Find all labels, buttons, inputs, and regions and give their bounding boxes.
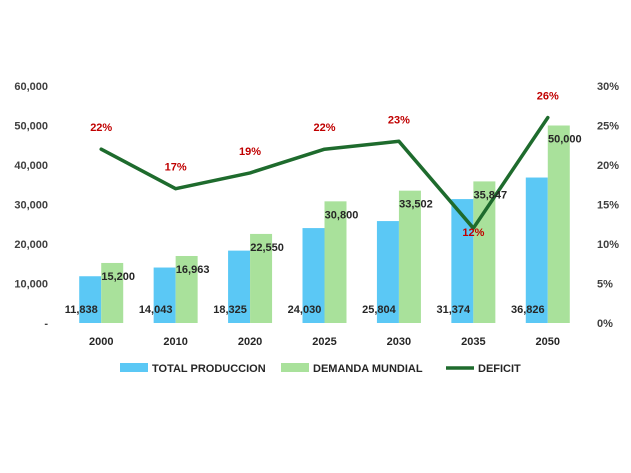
right-axis-tick-label: 30%: [597, 81, 619, 93]
right-axis-tick-label: 25%: [597, 121, 619, 133]
bars: [79, 125, 570, 323]
legend-label-demanda-mundial: DEMANDA MUNDIAL: [313, 363, 423, 375]
left-axis-tick-label: 60,000: [14, 81, 48, 93]
legend-label-deficit: DEFICIT: [478, 363, 521, 375]
label-deficit: 22%: [90, 122, 112, 134]
right-axis-tick-label: 15%: [597, 200, 619, 212]
legend: TOTAL PRODUCCION DEMANDA MUNDIAL DEFICIT: [120, 363, 521, 375]
bar-demanda-mundial: [101, 262, 124, 323]
label-deficit: 26%: [537, 91, 559, 103]
label-total-produccion: 18,325: [213, 304, 247, 316]
legend-swatch-total-produccion: [120, 363, 148, 372]
bar-demanda-mundial: [175, 255, 198, 323]
left-axis: - 10,000 20,000 30,000 40,000 50,000 60,000: [14, 81, 48, 330]
category-label: 2000: [89, 336, 113, 348]
bar-total-produccion: [228, 250, 251, 323]
bar-total-produccion: [525, 177, 548, 323]
label-deficit: 22%: [313, 122, 335, 134]
deficit-line-group: [99, 115, 550, 230]
right-axis-tick-label: 10%: [597, 239, 619, 251]
legend-swatch-demanda-mundial: [281, 363, 309, 372]
bar-demanda-mundial: [324, 201, 347, 323]
label-deficit: 12%: [462, 227, 484, 239]
bar-total-produccion: [376, 221, 399, 323]
bar-demanda-mundial: [473, 181, 496, 323]
legend-label-total-produccion: TOTAL PRODUCCION: [152, 363, 266, 375]
bar-demanda-mundial: [398, 190, 421, 323]
right-axis-tick-label: 5%: [597, 279, 613, 291]
left-axis-tick-label: 30,000: [14, 200, 48, 212]
left-axis-tick-label: 20,000: [14, 239, 48, 251]
label-deficit: 19%: [239, 146, 261, 158]
category-label: 2050: [536, 336, 560, 348]
label-demanda-mundial: 16,963: [176, 264, 210, 276]
category-label: 2030: [387, 336, 411, 348]
label-deficit: 17%: [165, 162, 187, 174]
left-axis-tick-label: 50,000: [14, 121, 48, 133]
right-axis-tick-label: 20%: [597, 160, 619, 172]
bar-total-produccion: [79, 276, 102, 323]
deficit-line: [99, 115, 550, 230]
right-axis-tick-label: 0%: [597, 318, 613, 330]
left-axis-tick-label: 10,000: [14, 279, 48, 291]
label-total-produccion: 24,030: [288, 304, 322, 316]
label-demanda-mundial: 33,502: [399, 199, 433, 211]
left-axis-tick-label: -: [44, 318, 48, 330]
left-axis-tick-label: 40,000: [14, 160, 48, 172]
label-total-produccion: 36,826: [511, 304, 545, 316]
bar-demanda-mundial: [250, 233, 273, 323]
label-demanda-mundial: 35,847: [474, 189, 508, 201]
bar-demanda-mundial: [547, 125, 570, 323]
data-labels: 11,838 15,200 22% 14,043 16,963 17% 18,325 22,5…: [65, 91, 582, 316]
bar-total-produccion: [153, 267, 176, 323]
category-label: 2020: [238, 336, 262, 348]
label-total-produccion: 11,838: [65, 304, 98, 316]
right-axis: 0% 5% 10% 15% 20% 25% 30%: [597, 81, 619, 330]
label-demanda-mundial: 50,000: [548, 134, 582, 146]
label-demanda-mundial: 30,800: [325, 209, 359, 221]
label-total-produccion: 14,043: [139, 304, 173, 316]
bar-total-produccion: [451, 199, 474, 323]
bar-total-produccion: [302, 228, 325, 323]
category-label: 2010: [163, 336, 187, 348]
category-axis: 2000 2010 2020 2025 2030 2035 2050: [89, 336, 560, 348]
label-total-produccion: 31,374: [437, 304, 472, 316]
label-demanda-mundial: 15,200: [101, 271, 135, 283]
label-demanda-mundial: 22,550: [250, 242, 284, 254]
label-total-produccion: 25,804: [362, 304, 397, 316]
label-deficit: 23%: [388, 114, 410, 126]
category-label: 2035: [461, 336, 485, 348]
category-label: 2025: [312, 336, 336, 348]
